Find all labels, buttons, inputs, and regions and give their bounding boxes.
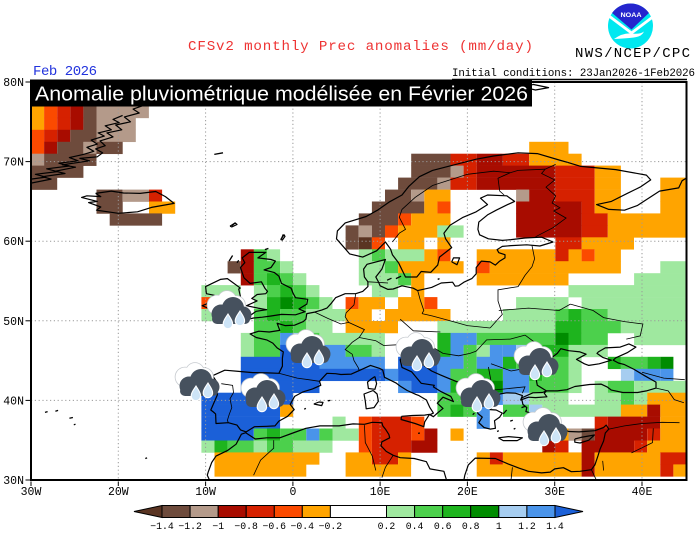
svg-text:0.4: 0.4 bbox=[406, 521, 424, 532]
svg-text:1.2: 1.2 bbox=[518, 521, 536, 532]
svg-text:1.4: 1.4 bbox=[546, 521, 564, 532]
svg-text:−1: −1 bbox=[212, 521, 224, 532]
svg-text:0: 0 bbox=[289, 486, 296, 499]
svg-text:NWS/NCEP/CPC: NWS/NCEP/CPC bbox=[575, 46, 690, 62]
svg-text:80N: 80N bbox=[3, 77, 24, 90]
svg-text:20W: 20W bbox=[108, 486, 129, 499]
svg-text:0.8: 0.8 bbox=[462, 521, 480, 532]
svg-text:30N: 30N bbox=[3, 475, 24, 488]
svg-text:−0.2: −0.2 bbox=[319, 521, 343, 532]
svg-text:10E: 10E bbox=[370, 486, 391, 499]
svg-text:20E: 20E bbox=[457, 486, 478, 499]
svg-text:10W: 10W bbox=[195, 486, 216, 499]
svg-text:0.2: 0.2 bbox=[378, 521, 396, 532]
svg-text:Initial conditions: 23Jan2026-: Initial conditions: 23Jan2026-1Feb2026 bbox=[452, 68, 695, 80]
svg-text:−1.2: −1.2 bbox=[178, 521, 202, 532]
svg-text:−1.4: −1.4 bbox=[150, 521, 174, 532]
svg-text:NOAA: NOAA bbox=[621, 12, 643, 19]
svg-text:1: 1 bbox=[496, 521, 502, 532]
svg-text:70N: 70N bbox=[3, 157, 24, 170]
svg-text:−0.4: −0.4 bbox=[291, 521, 315, 532]
svg-text:0.6: 0.6 bbox=[434, 521, 452, 532]
svg-text:CFSv2 monthly Prec anomalies (: CFSv2 monthly Prec anomalies (mm/day) bbox=[188, 39, 533, 55]
svg-text:−0.6: −0.6 bbox=[263, 521, 287, 532]
svg-text:60N: 60N bbox=[3, 236, 24, 249]
svg-text:40E: 40E bbox=[632, 486, 653, 499]
svg-text:40N: 40N bbox=[3, 395, 24, 408]
svg-text:30W: 30W bbox=[21, 486, 42, 499]
svg-text:50N: 50N bbox=[3, 316, 24, 329]
svg-text:Feb 2026: Feb 2026 bbox=[33, 64, 97, 80]
svg-text:−0.8: −0.8 bbox=[234, 521, 258, 532]
svg-text:30E: 30E bbox=[544, 486, 565, 499]
svg-text:Anomalie pluviométrique modéli: Anomalie pluviométrique modélisée en Fév… bbox=[35, 84, 528, 106]
